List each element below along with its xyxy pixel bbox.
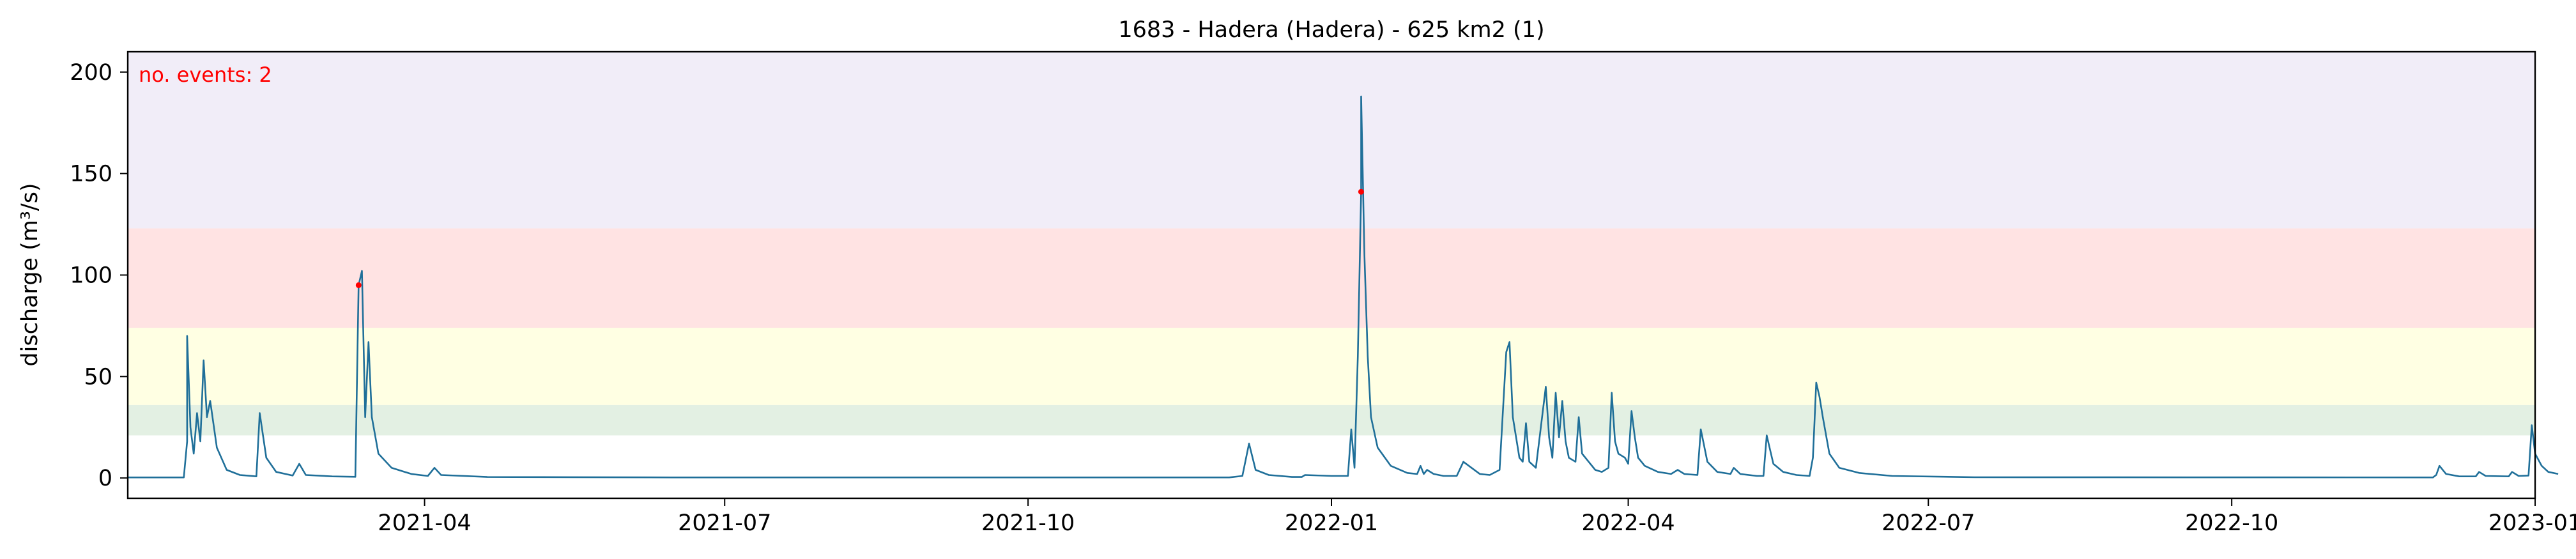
y-tick-label: 150 (70, 162, 112, 187)
x-tick-label: 2023-01 (2488, 510, 2576, 536)
x-tick-label: 2022-04 (1581, 510, 1675, 536)
x-tick-label: 2021-07 (678, 510, 771, 536)
x-axis: 2021-04 2021-07 2021-10 2022-01 2022-04 2022-… (378, 498, 2576, 536)
events-annotation: no. events: 2 (139, 63, 272, 87)
threshold-band (128, 328, 2535, 405)
threshold-band (128, 52, 2535, 228)
y-tick-label: 100 (70, 263, 112, 289)
event-marker (356, 282, 362, 288)
y-tick-label: 50 (84, 364, 112, 390)
x-tick-label: 2022-07 (1882, 510, 1975, 536)
threshold-band (128, 405, 2535, 436)
y-tick-label: 0 (98, 466, 112, 491)
x-tick-label: 2021-04 (378, 510, 471, 536)
x-tick-label: 2022-01 (1285, 510, 1378, 536)
y-tick-label: 200 (70, 60, 112, 86)
event-marker (1358, 189, 1364, 195)
threshold-band (128, 228, 2535, 328)
x-tick-label: 2021-10 (981, 510, 1075, 536)
y-axis: 0 50 100 150 200 (70, 60, 128, 491)
threshold-bands (128, 52, 2535, 436)
x-tick-label: 2022-10 (2185, 510, 2278, 536)
chart-title: 1683 - Hadera (Hadera) - 625 km2 (1) (1118, 17, 1544, 43)
y-axis-label: discharge (m³/s) (17, 183, 43, 366)
